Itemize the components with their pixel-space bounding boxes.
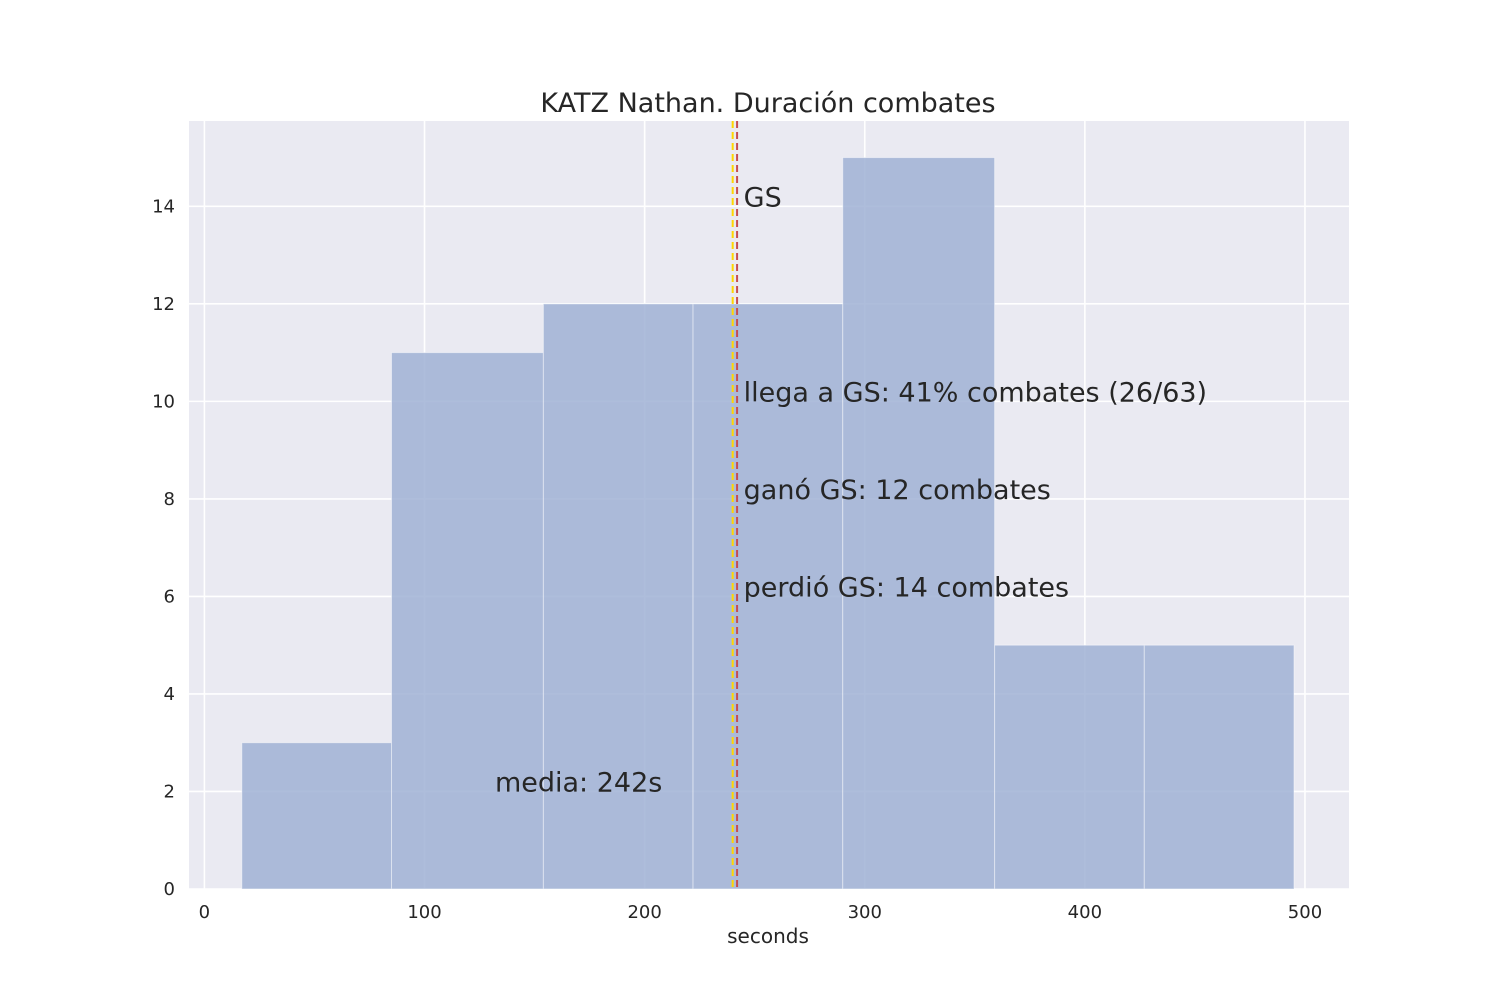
histogram-bar-4: [692, 303, 844, 890]
x-tick-label: 500: [1288, 902, 1322, 923]
y-tick-label: 12: [152, 294, 175, 315]
x-axis-label: seconds: [727, 924, 809, 948]
annotation-4: perdió GS: 14 combates: [744, 572, 1069, 603]
y-tick-label: 8: [164, 489, 175, 510]
histogram-bar-2: [391, 352, 544, 890]
y-tick-label: 0: [164, 879, 175, 900]
x-tick-label: 400: [1068, 902, 1102, 923]
histogram-bar-5: [842, 157, 996, 890]
y-tick-label: 4: [164, 684, 175, 705]
y-axis-ticks: 0 2 4 6 8 10 12 14: [152, 196, 175, 900]
annotation-5: media: 242s: [495, 767, 662, 798]
y-tick-label: 6: [164, 586, 175, 607]
histogram-bar-1: [241, 742, 393, 890]
annotation-2: llega a GS: 41% combates (26/63): [744, 377, 1207, 408]
histogram-bar-7: [1143, 644, 1295, 890]
x-axis-ticks: 0 100 200 300 400 500: [199, 902, 1322, 923]
histogram-bar-3: [542, 303, 694, 890]
x-tick-label: 200: [627, 902, 661, 923]
histogram-bars: [241, 157, 1295, 890]
vertical-lines: [731, 121, 739, 889]
histogram-bar-6: [994, 644, 1145, 890]
x-tick-label: 300: [848, 902, 882, 923]
x-tick-label: 100: [407, 902, 441, 923]
x-tick-label: 0: [199, 902, 210, 923]
chart-title: KATZ Nathan. Duración combates: [540, 88, 995, 119]
annotations: GS llega a GS: 41% combates (26/63) ganó G…: [495, 182, 1207, 798]
y-tick-label: 2: [164, 781, 175, 802]
annotation-1: GS: [744, 182, 782, 213]
y-tick-label: 14: [152, 196, 175, 217]
y-tick-label: 10: [152, 391, 175, 412]
annotation-3: ganó GS: 12 combates: [744, 475, 1051, 506]
